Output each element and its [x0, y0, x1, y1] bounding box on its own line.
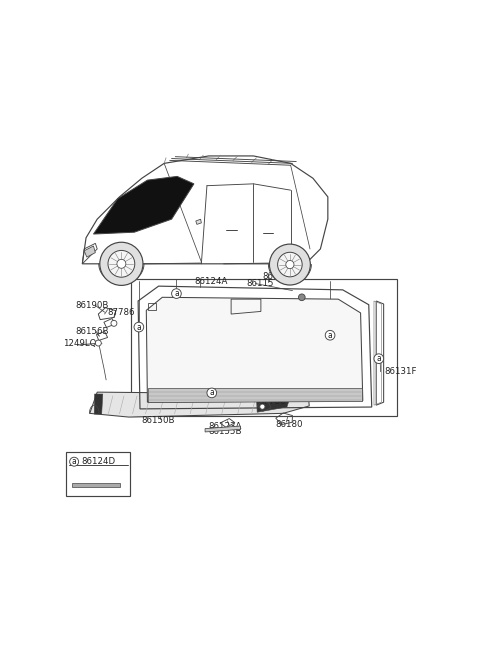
Polygon shape — [84, 246, 96, 257]
Circle shape — [96, 340, 101, 346]
Text: 86115: 86115 — [247, 279, 274, 288]
Text: 86124D: 86124D — [82, 457, 116, 466]
Circle shape — [286, 261, 294, 269]
Polygon shape — [94, 394, 103, 414]
Text: a: a — [174, 289, 179, 298]
Text: 86155B: 86155B — [208, 428, 241, 436]
Circle shape — [172, 289, 181, 299]
Polygon shape — [148, 388, 362, 402]
Circle shape — [207, 388, 216, 398]
Polygon shape — [196, 219, 202, 225]
Polygon shape — [146, 297, 363, 402]
Text: a: a — [136, 322, 141, 331]
Text: 86156B: 86156B — [76, 327, 109, 336]
Polygon shape — [205, 426, 240, 432]
Text: 86190B: 86190B — [76, 301, 109, 310]
Polygon shape — [72, 483, 120, 487]
Text: 87786: 87786 — [258, 397, 286, 406]
Text: 86180: 86180 — [276, 420, 303, 429]
Text: a: a — [376, 354, 381, 363]
Circle shape — [269, 244, 311, 285]
Circle shape — [100, 242, 143, 286]
Circle shape — [111, 320, 117, 326]
Text: 86131F: 86131F — [384, 367, 417, 376]
Circle shape — [299, 294, 305, 301]
Text: 86150B: 86150B — [142, 417, 175, 425]
Polygon shape — [94, 176, 194, 234]
Circle shape — [70, 457, 79, 466]
Polygon shape — [90, 392, 309, 417]
Text: a: a — [72, 457, 76, 466]
Text: 87786: 87786 — [108, 308, 135, 316]
Circle shape — [260, 404, 265, 409]
Text: 1249LQ: 1249LQ — [63, 339, 96, 348]
Text: a: a — [328, 331, 333, 340]
Circle shape — [134, 322, 144, 332]
Text: 86110A: 86110A — [263, 272, 296, 282]
Circle shape — [277, 252, 302, 277]
Polygon shape — [256, 396, 290, 412]
Circle shape — [374, 354, 384, 364]
Text: a: a — [209, 388, 214, 398]
Text: 86123A: 86123A — [209, 422, 242, 430]
Circle shape — [117, 259, 126, 269]
Text: 86124A: 86124A — [195, 277, 228, 286]
Circle shape — [325, 330, 335, 340]
Circle shape — [108, 250, 135, 277]
